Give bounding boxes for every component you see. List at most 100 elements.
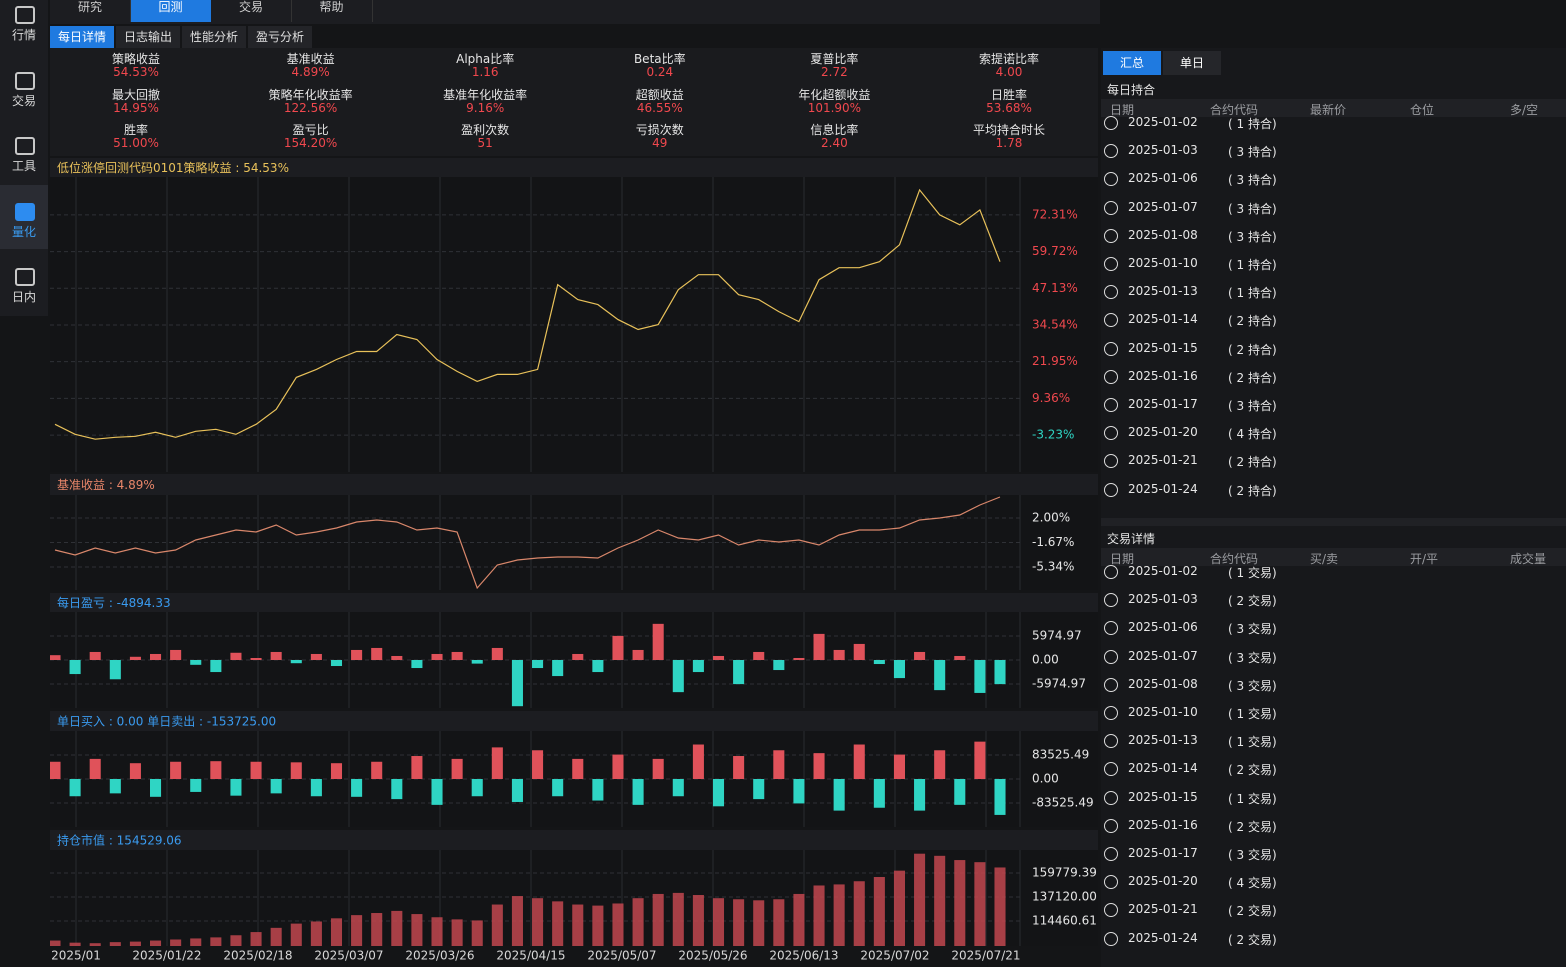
- expand-icon[interactable]: [1104, 313, 1118, 328]
- bar: [632, 898, 644, 946]
- bar: [773, 899, 785, 946]
- x-tick-label: 2025/01/22: [132, 949, 201, 963]
- bar: [652, 758, 664, 779]
- bar: [50, 940, 61, 946]
- expand-icon[interactable]: [1104, 649, 1118, 664]
- bar: [652, 893, 664, 946]
- metric-value: 154.20%: [283, 136, 338, 150]
- expand-icon[interactable]: [1104, 931, 1118, 946]
- expand-icon[interactable]: [1104, 228, 1118, 243]
- expand-icon[interactable]: [1104, 454, 1118, 469]
- right-tab[interactable]: 汇总: [1103, 51, 1161, 75]
- bar: [773, 660, 785, 671]
- y-tick-label: 137120.00: [1032, 890, 1097, 904]
- bar: [109, 660, 121, 680]
- bar: [391, 910, 403, 946]
- row-count: ( 2 交易): [1228, 594, 1277, 609]
- row-count: ( 1 持合): [1228, 117, 1277, 131]
- y-tick-label: 114460.61: [1032, 914, 1097, 928]
- table-header: 买/卖: [1310, 552, 1339, 566]
- right-tab[interactable]: 单日: [1163, 51, 1221, 75]
- expand-icon[interactable]: [1104, 565, 1118, 579]
- bar: [873, 779, 885, 808]
- expand-icon[interactable]: [1104, 285, 1118, 300]
- bar: [893, 660, 905, 679]
- expand-icon[interactable]: [1104, 818, 1118, 833]
- bar: [873, 877, 885, 946]
- expand-icon[interactable]: [1104, 903, 1118, 918]
- bar: [330, 918, 343, 946]
- top-tab[interactable]: 回测: [130, 0, 212, 22]
- expand-icon[interactable]: [1104, 116, 1118, 130]
- expand-icon[interactable]: [1104, 172, 1118, 187]
- top-tab[interactable]: 研究: [50, 0, 131, 22]
- expand-icon[interactable]: [1104, 875, 1118, 890]
- expand-icon[interactable]: [1104, 200, 1118, 215]
- expand-icon[interactable]: [1104, 706, 1118, 720]
- expand-icon[interactable]: [1104, 257, 1118, 271]
- table-header: 多/空: [1510, 103, 1539, 117]
- metric-value: 2.40: [821, 136, 848, 150]
- nav-item[interactable]: 工具: [11, 159, 36, 173]
- bar: [672, 892, 684, 946]
- expand-icon[interactable]: [1104, 762, 1118, 777]
- bar: [190, 779, 202, 792]
- nav-icon: [15, 202, 35, 221]
- sub-tab[interactable]: 盈亏分析: [248, 26, 312, 48]
- expand-icon[interactable]: [1104, 593, 1118, 608]
- top-tab[interactable]: 帮助: [291, 0, 373, 22]
- expand-icon[interactable]: [1104, 426, 1118, 441]
- bar: [451, 758, 463, 779]
- nav-item[interactable]: 日内: [11, 290, 36, 304]
- nav-item[interactable]: 行情: [11, 28, 36, 42]
- metric-value: 4.00: [995, 65, 1023, 79]
- row-date: 2025-01-20: [1128, 874, 1198, 889]
- nav-item[interactable]: 量化: [11, 224, 36, 239]
- title-bar: [50, 711, 1098, 731]
- row-count: ( 2 持合): [1228, 455, 1277, 470]
- table-header: 开/平: [1410, 552, 1439, 566]
- bar: [954, 860, 966, 946]
- expand-icon[interactable]: [1104, 482, 1118, 497]
- y-tick-label: 0.00: [1032, 653, 1059, 667]
- bar: [833, 649, 845, 660]
- expand-icon[interactable]: [1104, 847, 1118, 861]
- sub-tab[interactable]: 每日详情: [50, 26, 114, 48]
- sub-tab[interactable]: 性能分析: [182, 26, 246, 48]
- row-date: 2025-01-03: [1128, 592, 1198, 607]
- bar: [109, 942, 121, 946]
- section-title: 每日持合: [1107, 83, 1156, 97]
- expand-icon[interactable]: [1104, 369, 1118, 384]
- bar: [511, 779, 523, 802]
- bar: [592, 660, 604, 673]
- bar: [853, 643, 865, 660]
- expand-icon[interactable]: [1104, 734, 1118, 749]
- expand-icon[interactable]: [1104, 621, 1118, 636]
- expand-icon[interactable]: [1104, 341, 1118, 356]
- nav-item[interactable]: 交易: [11, 93, 36, 108]
- metric-value: 4.89%: [291, 65, 330, 79]
- expand-icon[interactable]: [1104, 398, 1118, 412]
- table-header: 日期: [1110, 552, 1135, 566]
- row-date: 2025-01-06: [1128, 171, 1198, 186]
- row-count: ( 2 持合): [1228, 483, 1277, 498]
- row-count: ( 2 交易): [1228, 932, 1277, 947]
- bar: [712, 655, 725, 660]
- bar: [310, 921, 322, 946]
- bar: [50, 761, 61, 779]
- top-tab[interactable]: 交易: [211, 0, 292, 22]
- bar: [511, 896, 523, 946]
- expand-icon[interactable]: [1104, 144, 1118, 159]
- metric-label: 胜率: [123, 123, 148, 137]
- metric-value: 51.00%: [113, 136, 159, 150]
- table-header: 日期: [1110, 103, 1135, 117]
- bar: [89, 758, 101, 779]
- sub-tab[interactable]: 日志输出: [116, 26, 180, 48]
- expand-icon[interactable]: [1104, 790, 1118, 805]
- row-date: 2025-01-24: [1128, 930, 1198, 945]
- bar: [411, 914, 423, 946]
- plot-bg: [50, 177, 1098, 472]
- bar: [793, 893, 805, 946]
- title-bar: [50, 593, 1098, 612]
- expand-icon[interactable]: [1104, 677, 1118, 692]
